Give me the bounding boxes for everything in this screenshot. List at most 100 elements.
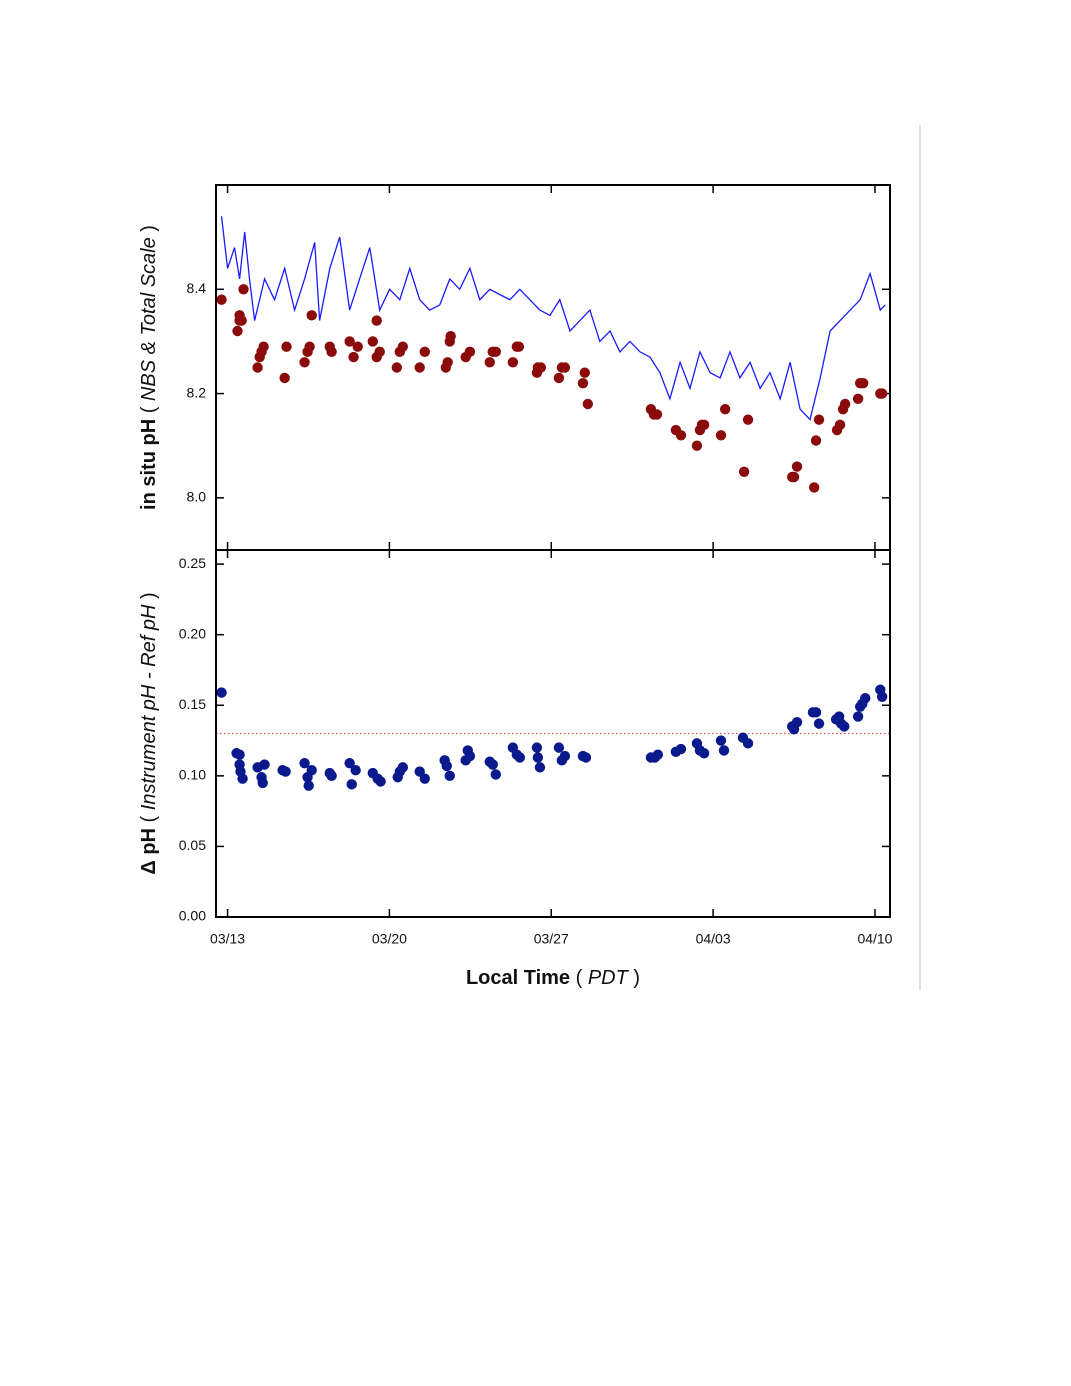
axis-label-part: ( — [138, 401, 160, 419]
data-point — [810, 707, 822, 718]
x-tick-label: 04/10 — [857, 931, 892, 947]
data-point — [216, 687, 227, 698]
data-point — [813, 414, 825, 425]
data-point — [490, 346, 501, 358]
y-tick-label: 8.0 — [187, 489, 207, 505]
data-point — [303, 780, 314, 791]
data-point — [484, 357, 495, 368]
data-point — [788, 471, 800, 483]
data-point — [414, 362, 425, 373]
data-point — [742, 738, 754, 749]
data-point — [281, 341, 292, 352]
y-tick-label: 0.20 — [179, 625, 206, 641]
data-point — [652, 749, 664, 760]
axis-label-part: in situ pH — [138, 419, 160, 510]
data-point — [445, 331, 456, 342]
data-point — [852, 711, 864, 722]
data-point — [441, 760, 452, 772]
axis-label: Δ pH ( Instrument pH - Ref pH ) — [138, 592, 160, 874]
data-point — [299, 757, 310, 769]
data-point — [299, 357, 310, 368]
data-point — [675, 430, 687, 441]
data-point — [232, 325, 243, 337]
data-point — [553, 372, 565, 384]
data-point — [371, 315, 382, 326]
x-tick-label: 04/03 — [696, 931, 731, 947]
data-point — [348, 351, 359, 363]
data-point — [532, 752, 544, 763]
data-point — [419, 773, 430, 784]
data-point — [857, 377, 869, 389]
data-point — [397, 762, 409, 773]
data-point — [808, 482, 820, 493]
data-point — [304, 341, 315, 352]
axis-label-part: NBS & Total Scale — [138, 237, 160, 401]
data-point — [876, 691, 888, 702]
data-point — [419, 346, 430, 358]
data-point — [675, 743, 687, 755]
data-point — [860, 693, 871, 704]
data-point — [216, 294, 227, 305]
data-point — [344, 757, 355, 769]
data-line — [220, 216, 886, 421]
data-point — [535, 362, 547, 373]
data-point — [531, 742, 543, 753]
data-point — [350, 765, 361, 776]
data-point — [715, 735, 727, 746]
data-point — [326, 770, 337, 782]
data-point — [279, 372, 290, 384]
y-tick-label: 0.00 — [179, 908, 206, 924]
data-point — [391, 362, 403, 373]
axis-label-part: ) — [628, 967, 640, 989]
axis-label-part: ( — [570, 967, 588, 989]
data-point — [810, 435, 822, 446]
data-point — [234, 749, 245, 760]
data-point — [719, 404, 731, 415]
data-point — [238, 284, 249, 295]
data-point — [234, 310, 245, 321]
data-point — [257, 777, 268, 789]
x-tick-label: 03/13 — [210, 931, 245, 947]
axis-label-part: Δ pH — [138, 828, 160, 875]
data-point — [367, 336, 378, 347]
axis-label-part: ) — [138, 592, 160, 604]
data-point — [876, 388, 888, 399]
axis-label-part: PDT — [588, 967, 630, 989]
data-point — [514, 752, 526, 763]
axis-label-part: Local Time — [466, 967, 570, 989]
data-point — [306, 310, 317, 321]
panel: 0.00 0.05 0.10 0.15 0.20 0.25 03/13 03/20 03/27 0… — [179, 549, 893, 947]
data-point — [553, 742, 565, 753]
axis-label: in situ pH ( NBS & Total Scale ) — [138, 225, 160, 510]
x-tick-label: 03/27 — [534, 931, 569, 947]
data-point — [464, 346, 476, 358]
data-point — [352, 341, 363, 352]
data-point — [559, 362, 571, 373]
data-point — [715, 430, 727, 441]
y-tick-label: 0.25 — [179, 555, 206, 571]
data-point — [280, 766, 291, 777]
data-point — [397, 341, 409, 352]
data-point — [258, 341, 269, 352]
y-tick-label: 0.05 — [179, 837, 206, 853]
data-point — [691, 440, 703, 451]
data-point — [513, 341, 525, 352]
data-point — [442, 357, 453, 368]
data-point — [791, 717, 803, 728]
data-point — [487, 759, 498, 770]
data-point — [534, 762, 546, 773]
data-point — [579, 367, 590, 378]
data-point — [834, 419, 846, 431]
data-point — [791, 461, 803, 472]
y-tick-label: 0.15 — [179, 696, 206, 712]
y-tick-label: 8.4 — [187, 280, 207, 296]
data-point — [698, 748, 710, 759]
axis-label-part: ( — [138, 810, 160, 828]
axis-label: Local Time ( PDT ) — [466, 967, 640, 989]
data-point — [698, 419, 710, 431]
data-point — [813, 718, 825, 729]
data-point — [577, 377, 589, 389]
data-point — [375, 776, 386, 787]
